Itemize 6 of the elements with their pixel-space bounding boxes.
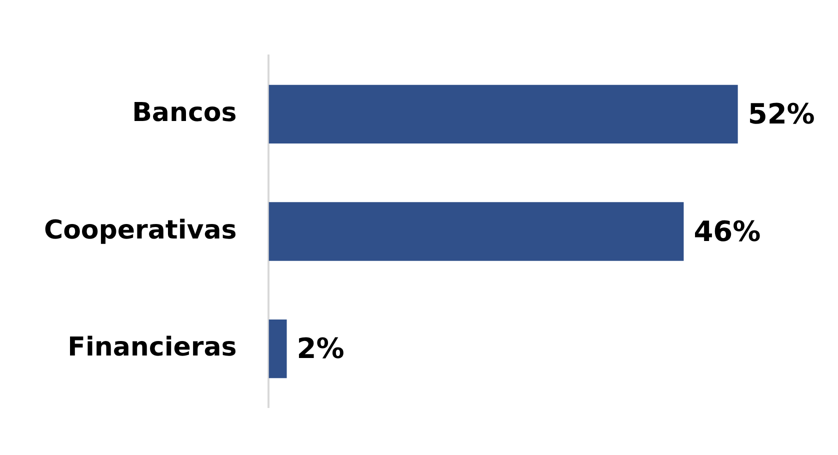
y-tick-label: Bancos — [132, 98, 237, 128]
data-label: 46% — [694, 214, 761, 248]
y-tick-label: Cooperativas — [44, 215, 237, 246]
data-label: 52% — [748, 98, 815, 131]
data-label: 2% — [296, 332, 344, 366]
y-tick-label: Financieras — [68, 332, 237, 363]
